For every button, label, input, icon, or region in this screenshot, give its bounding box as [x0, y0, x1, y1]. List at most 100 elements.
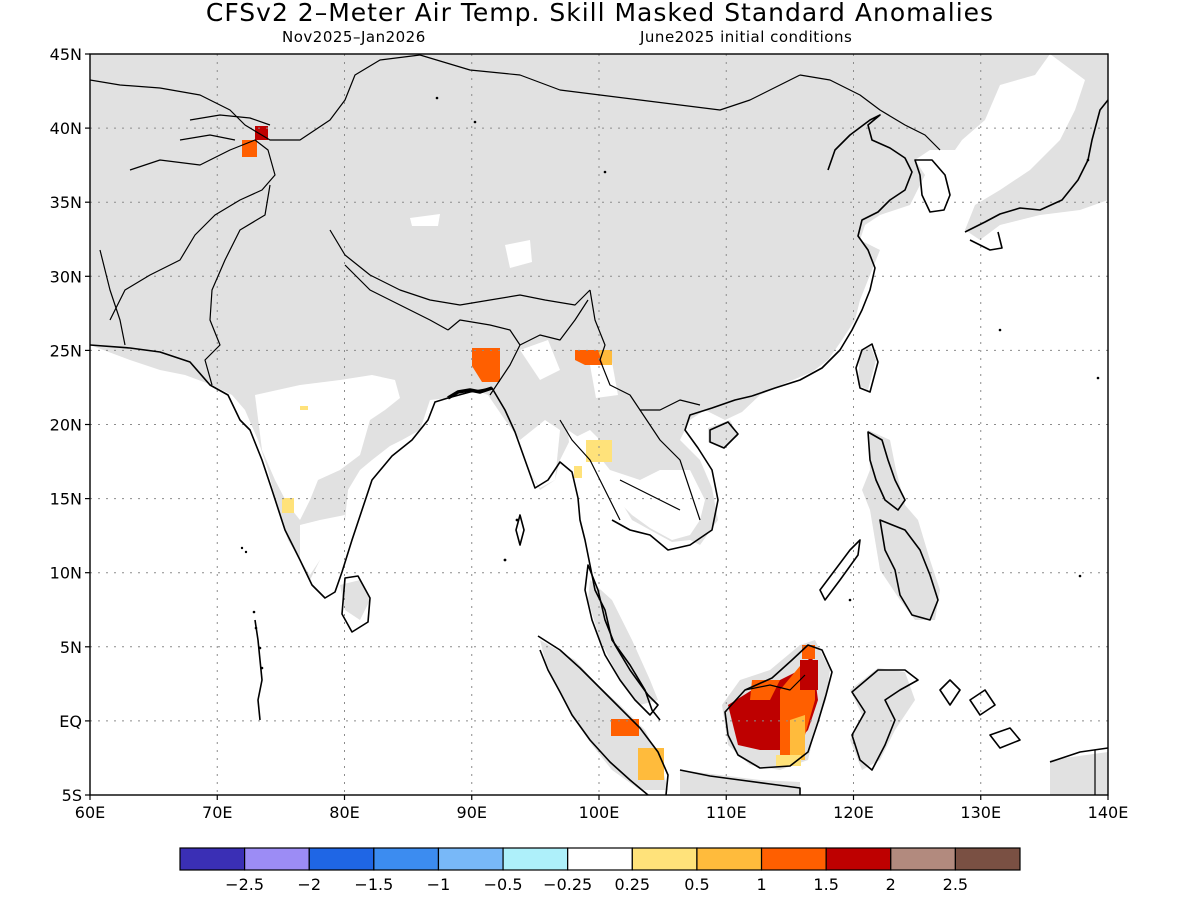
colorbar-label: 1.5	[813, 875, 838, 894]
patch-sumatra-yellow	[638, 748, 664, 780]
country-borders	[90, 54, 1096, 795]
coastlines	[90, 99, 1108, 795]
patch-sumatra-orange	[611, 719, 639, 736]
patch-borneo-amber	[790, 715, 805, 760]
border-china-myanmar	[589, 289, 701, 411]
border-pakistan-iran	[99, 249, 126, 346]
coast-sumatra	[537, 635, 669, 795]
colorbar-label: 0.5	[684, 875, 709, 894]
initial-conditions: June2025 initial conditions	[640, 28, 853, 46]
coast-korea	[914, 159, 951, 213]
gridlines	[90, 54, 1108, 795]
y-tick-label: EQ	[59, 712, 82, 731]
coast-palawan	[819, 539, 861, 601]
border-myanmar-thai	[559, 419, 621, 521]
patch-borneo-red-east	[800, 660, 818, 690]
colorbar-label: 1	[756, 875, 766, 894]
y-tick-label: 40N	[50, 119, 82, 138]
border-china-korea	[799, 74, 941, 151]
border-mongolia	[419, 54, 801, 111]
y-tick-label: 20N	[50, 416, 82, 435]
coast-sumatra-west	[539, 649, 649, 795]
colorbar-segment	[954, 847, 1021, 871]
coast-luzon	[867, 431, 906, 511]
coast-japan	[964, 99, 1108, 233]
patch-borneo-yellow	[776, 755, 801, 766]
coast-sulawesi	[851, 669, 919, 771]
masked-newguinea	[1050, 752, 1108, 795]
colorbar-segment	[696, 847, 763, 871]
border-india-bangladesh	[447, 319, 521, 396]
unmasked-myanmar-coast	[520, 420, 560, 488]
colorbar-label: −1	[427, 875, 451, 894]
coast-moluccas	[939, 679, 1021, 749]
patch-yunnan	[575, 350, 605, 365]
colorbar: −2.5 −2 −1.5 −1 −0.5 −0.25 0.25 0.5 1 1.5 2 2.5	[179, 847, 1021, 894]
colorbar-segment	[308, 847, 375, 871]
y-tick-label: 35N	[50, 193, 82, 212]
colorbar-segment	[567, 847, 633, 871]
y-tick-label: 25N	[50, 341, 82, 360]
colorbar-segment	[502, 847, 569, 871]
y-tick-label: 15N	[50, 490, 82, 509]
border-kyrgyz	[189, 114, 271, 126]
colorbar-segment	[244, 847, 310, 871]
border-tajik	[179, 134, 236, 141]
forecast-period: Nov2025–Jan2026	[282, 28, 426, 46]
x-tick-label: 60E	[75, 803, 105, 822]
colorbar-label: −0.25	[543, 875, 592, 894]
border-thai-cambodia	[619, 479, 681, 511]
patch-myanmar-yellow-2	[574, 466, 582, 478]
border-tibet-south	[329, 229, 591, 306]
colorbar-segment	[437, 847, 504, 871]
masked-japan	[965, 54, 1108, 240]
coast-hainan	[709, 421, 739, 449]
y-tick-label: 5S	[62, 786, 82, 805]
x-tick-label: 130E	[960, 803, 1001, 822]
coast-laccadive	[254, 619, 263, 721]
x-tick-label: 120E	[833, 803, 874, 822]
colorbar-label: 0.25	[614, 875, 650, 894]
coast-srilanka	[341, 575, 371, 633]
patch-ghats	[282, 498, 294, 513]
border-laos-vietnam	[639, 409, 701, 521]
coast-visayas	[879, 519, 939, 621]
unmasked-yunnan	[590, 362, 618, 398]
masked-srilanka	[340, 580, 370, 620]
coast-borneo	[724, 644, 833, 769]
x-tick-label: 70E	[202, 803, 232, 822]
masked-sumatra	[540, 640, 668, 790]
border-central-asia	[90, 54, 421, 141]
border-afghan	[109, 139, 276, 321]
colorbar-segment	[760, 847, 827, 871]
unmasked-india	[255, 375, 400, 520]
masked-philippines	[862, 430, 940, 620]
colorbar-label: −1.5	[354, 875, 393, 894]
colorbar-label: −2.5	[225, 875, 264, 894]
coast-newguinea	[1049, 747, 1108, 763]
y-tick-label: 30N	[50, 267, 82, 286]
coast-taiwan	[855, 343, 879, 393]
coast-india	[90, 344, 449, 599]
patch-myanmar-yellow	[586, 440, 612, 462]
y-tick-label: 5N	[60, 638, 82, 657]
figure-title: CFSv2 2–Meter Air Temp. Skill Masked Sta…	[205, 0, 995, 27]
colorbar-segment	[179, 847, 246, 871]
y-tick-label: 45N	[50, 45, 82, 64]
x-tick-label: 90E	[457, 803, 487, 822]
unmasked-land-regions	[255, 214, 705, 575]
unmasked-india-south	[300, 515, 345, 575]
x-tick-label: 110E	[706, 803, 747, 822]
x-tick-label: 140E	[1088, 803, 1129, 822]
y-axis: 45N 40N 35N 30N 25N 20N 15N 10N 5N EQ 5S	[50, 45, 90, 805]
border-nepal	[344, 264, 449, 331]
border-borneo-indonesia	[744, 674, 806, 691]
y-tick-label: 10N	[50, 564, 82, 583]
colorbar-segment	[373, 847, 440, 871]
colorbar-segment	[890, 847, 956, 871]
anomaly-patches	[242, 126, 818, 780]
masked-sulawesi	[850, 668, 915, 770]
unmasked-indochina	[568, 430, 705, 540]
